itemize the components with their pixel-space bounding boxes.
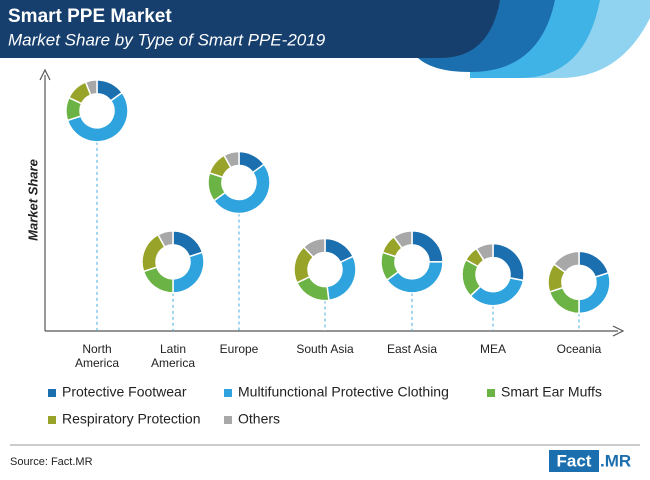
chart-subtitle: Market Share by Type of Smart PPE-2019	[8, 30, 326, 49]
x-tick-label: East Asia	[386, 342, 438, 356]
x-tick-label: North America	[74, 342, 119, 370]
donut-segment	[326, 255, 357, 302]
y-axis-label: Market Share	[25, 159, 40, 241]
x-tick-label: MEA	[479, 342, 506, 356]
logo-box	[549, 450, 599, 472]
logo: .MR	[600, 451, 631, 470]
legend-swatch	[487, 389, 495, 397]
legend-swatch	[48, 416, 56, 424]
x-tick-label: Oceania	[556, 342, 602, 356]
donut-segment	[157, 230, 174, 249]
legend-swatch	[224, 389, 232, 397]
donut-segment	[172, 230, 204, 258]
chart-title: Smart PPE Market	[8, 6, 172, 27]
donut-segment	[492, 242, 525, 282]
legend-label: Others	[238, 411, 280, 427]
donut-segment	[475, 242, 494, 262]
donut-segment	[172, 251, 205, 294]
donut-segment	[142, 266, 174, 294]
donut-segment	[302, 237, 326, 259]
legend-label: Respiratory Protection	[62, 411, 201, 427]
donut-segment	[578, 271, 611, 315]
donut-segment	[223, 150, 240, 169]
header-band	[0, 0, 500, 58]
donut-segment	[548, 286, 580, 315]
legend-swatch	[48, 389, 56, 397]
donut-segment	[84, 79, 98, 97]
legend-label: Smart Ear Muffs	[501, 384, 602, 400]
axis-arrow	[39, 68, 51, 81]
donut-segment	[66, 91, 129, 143]
x-tick-label: South Asia	[296, 342, 354, 356]
axis-arrow	[612, 325, 625, 337]
logo: Fact	[557, 451, 592, 470]
legend-label: Protective Footwear	[62, 384, 187, 400]
x-tick-label: Latin America	[150, 342, 195, 370]
donut-segment	[411, 230, 444, 263]
source: Source: Fact.MR	[10, 456, 93, 468]
legend-label: Multifunctional Protective Clothing	[238, 384, 449, 400]
donut-segment	[212, 163, 271, 215]
donut-segment	[552, 250, 580, 274]
legend-swatch	[224, 416, 232, 424]
donut-segment	[392, 230, 413, 250]
donut-segment	[578, 250, 610, 279]
x-tick-label: Europe	[219, 342, 259, 356]
